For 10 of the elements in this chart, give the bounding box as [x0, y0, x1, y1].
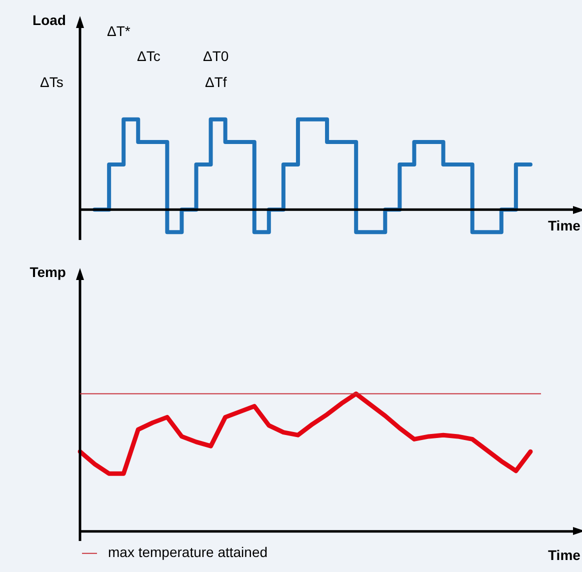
legend-label: max temperature attained: [108, 544, 268, 560]
text: ΔTs: [40, 74, 64, 90]
text: ΔT0: [203, 48, 229, 64]
text: ΔT*: [107, 23, 131, 39]
text: ΔTc: [137, 48, 160, 64]
x-axis-title: Time: [548, 217, 581, 234]
x-axis-title: Time: [548, 547, 581, 564]
y-axis-title: Temp: [30, 264, 66, 280]
y-axis-title: Load: [32, 12, 66, 28]
text: ΔTf: [205, 74, 227, 90]
